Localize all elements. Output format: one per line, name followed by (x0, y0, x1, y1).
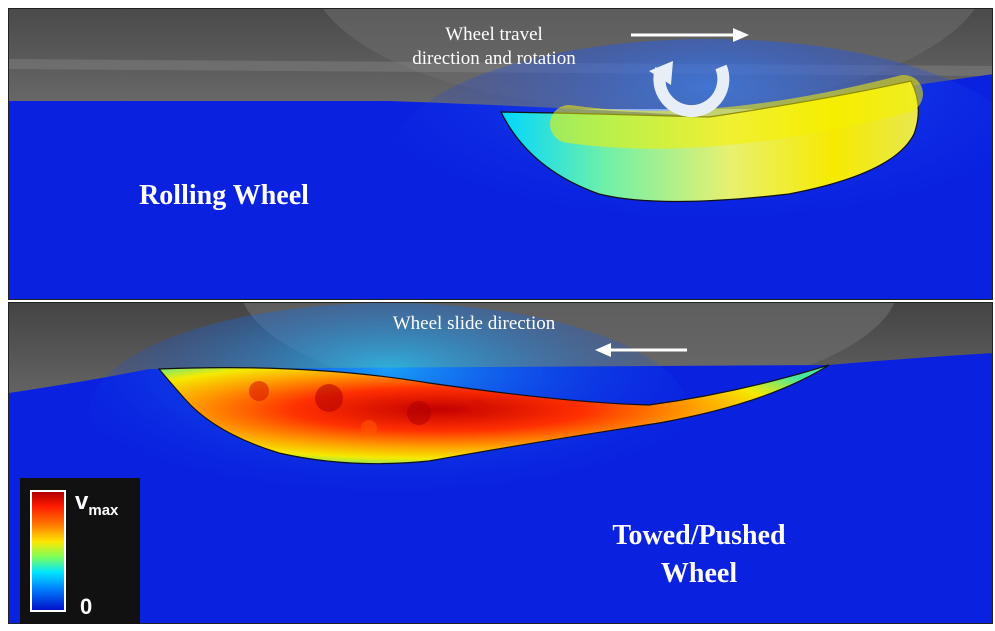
towed-label-line2: Wheel (660, 558, 738, 589)
slide-direction-caption: Wheel slide direction (392, 313, 556, 334)
towed-label-line1: Towed/Pushed (612, 520, 786, 551)
right-arrow-icon (631, 28, 749, 42)
legend-max-subscript: max (88, 501, 119, 519)
clockwise-rotation-icon (649, 61, 730, 118)
velocity-colorbar-legend: vmax 0 (20, 478, 140, 624)
rolling-wheel-field (9, 9, 992, 299)
legend-max-label: vmax (75, 488, 118, 519)
travel-caption-line2: direction and rotation (412, 48, 576, 69)
rolling-wheel-panel: Wheel travel direction and rotation Roll… (8, 8, 993, 300)
left-arrow-icon (595, 343, 687, 357)
colorbar-gradient (30, 490, 66, 612)
travel-direction-caption: Wheel travel direction and rotation (379, 23, 609, 71)
towed-wheel-label: Towed/Pushed Wheel (569, 517, 829, 593)
towed-wheel-panel: Wheel slide direction Towed/Pushed Wheel (8, 302, 993, 624)
legend-max-base: v (75, 488, 89, 515)
legend-min-label: 0 (80, 594, 93, 619)
travel-caption-line1: Wheel travel (445, 24, 543, 45)
towed-wheel-field (9, 303, 992, 623)
rolling-wheel-label: Rolling Wheel (139, 180, 309, 211)
